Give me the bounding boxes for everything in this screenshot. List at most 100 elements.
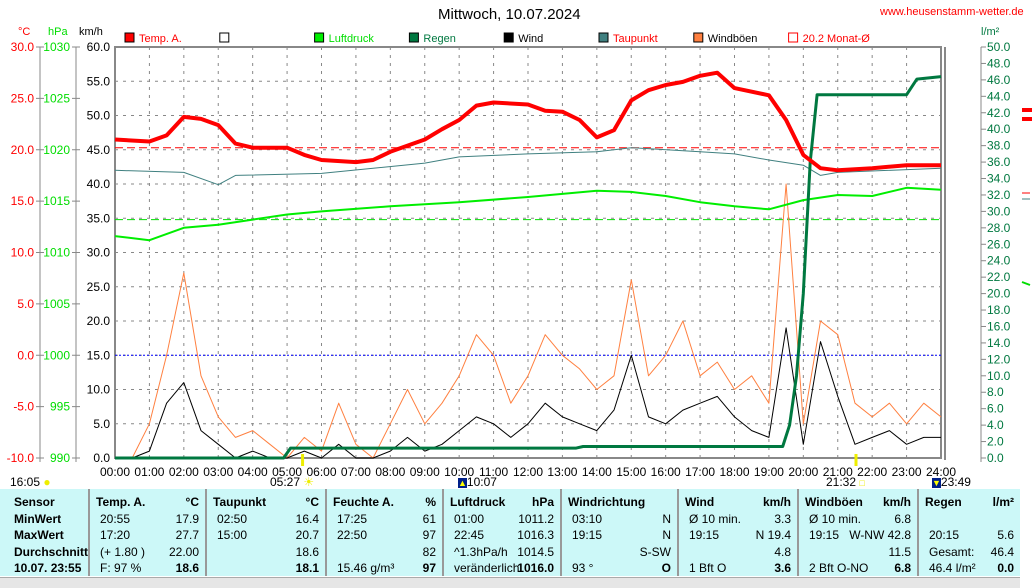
rain-tick-label: 6.0 [987,402,1004,416]
cell-label: 15:00 [217,528,248,542]
moonrise-label: 10:07 [466,475,497,489]
rain-tick-label: 18.0 [987,303,1011,317]
status-bar [0,577,1020,588]
rain-tick-label: 46.0 [987,73,1011,87]
rain-tick-label: 34.0 [987,172,1011,186]
time-tick-label: 00:00 [100,465,130,479]
cell-label: 93 ° [572,561,594,575]
rain-tick-label: 4.0 [987,418,1004,432]
legend-label: Taupunkt [613,33,658,45]
temp-tick-label: 5.0 [17,297,34,311]
sunrise-label: 05:27 [270,475,301,489]
column-header: Windrichtung [568,495,646,509]
series-wind-line [115,327,941,459]
legend-swatch [219,32,230,43]
cell-value: 97 [422,561,436,575]
rain-tick-label: 26.0 [987,237,1011,251]
rain-tick-label: 30.0 [987,204,1011,218]
legend-swatch [693,32,704,43]
cell-label: (+ 1.80 ) [100,544,146,559]
cell-value: 18.6 [295,544,319,559]
column-header: Temp. A. [96,495,146,509]
time-tick-label: 10:00 [444,465,474,479]
time-tick-label: 01:00 [134,465,164,479]
cell-value: N 19.4 [755,528,791,542]
cell-value: 22.00 [168,544,199,559]
cell-label: Durchschnitt [14,544,89,559]
cell-value: 6.8 [894,511,911,526]
column-unit: °C [185,495,199,509]
moonset-icon: ▼ [932,478,941,488]
table-column: Windrichtung 03:10 N 19:15 N S-SW 93 ° O [560,489,679,576]
cell-value: 17.9 [175,511,199,526]
cell-value: 1016.3 [517,528,554,542]
legend-swatch [788,32,799,43]
wind-tick-label: 10.0 [87,383,111,397]
wind-tick-label: 25.0 [87,280,111,294]
time-tick-label: 05:00 [272,465,302,479]
legend-label: 20.2 Monat-Ø [803,33,871,45]
moonset2-time: ▼23:49 [932,475,971,489]
legend-label: Luftdruck [329,33,375,45]
sun-icon: ☀ [303,475,315,489]
temp-tick-label: -10.0 [7,451,35,465]
wind-unit: km/h [79,26,103,38]
pressure-marker [1021,281,1031,286]
cell-value: 3.3 [774,511,791,526]
cell-value: 16.4 [295,511,319,526]
cell-label: Ø 10 min. [809,511,862,526]
time-tick-label: 12:00 [513,465,543,479]
moonset2-label: 23:49 [940,475,971,489]
cell-value: 0.0 [997,561,1014,575]
time-tick-label: 11:00 [479,465,508,479]
pressure-tick-label: 1000 [43,348,70,362]
time-tick-label: 03:00 [203,465,233,479]
cell-value: N [662,528,671,542]
website-link[interactable]: www.heusenstamm-wetter.de [880,6,1024,18]
cell-value: W-NW 42.8 [849,528,911,542]
cell-label: 01:00 [454,511,485,526]
rain-tick-label: 2.0 [987,435,1004,449]
stats-table: Sensor MinWert MaxWert Durchschnitt 10.07. 2… [0,489,1020,576]
temp-unit: °C [18,26,31,38]
cell-value: 18.6 [175,561,199,575]
column-header: Feuchte A. [333,495,394,509]
temp-tick-label: 25.0 [11,91,35,105]
legend-label: Regen [423,33,455,45]
time-tick-label: 08:00 [375,465,405,479]
cell-value: 1016.0 [517,561,554,575]
pressure-tick-label: 1020 [43,143,70,157]
rain-tick-label: 22.0 [987,270,1011,284]
pressure-tick-label: 990 [50,451,70,465]
plot-frame [114,46,942,459]
time-tick-label: 20:00 [788,465,818,479]
cell-value: 61 [422,511,436,526]
temp-tick-label: 30.0 [11,40,35,54]
cell-value: 5.6 [997,528,1014,542]
cell-label: F: 97 % [100,561,142,575]
time-tick-label: 04:00 [238,465,268,479]
sunset-time: 21:32 □ [826,475,865,489]
cell-value: 27.7 [175,528,199,542]
time-tick-label: 23:00 [892,465,922,479]
table-column: Feuchte A.% 17:25 61 22:50 97 82 15.46 g/m³ 97 [325,489,444,576]
temp-tick-label: 20.0 [11,143,35,157]
time-tick-label: 18:00 [719,465,749,479]
cell-label: 22:45 [454,528,485,542]
cell-label: 02:50 [217,511,248,526]
cell-label: veränderlich [454,561,520,575]
column-header: Wind [685,495,715,509]
cell-value: S-SW [639,544,671,559]
cell-label: Gesamt: [929,544,975,559]
time-tick-label: 17:00 [685,465,715,479]
cell-label: 19:15 [809,528,840,542]
time-tick-label: 06:00 [306,465,336,479]
rain-tick-label: 50.0 [987,40,1011,54]
cell-label: 17:20 [100,528,131,542]
cell-label: 20:55 [100,511,131,526]
time-tick-label: 15:00 [616,465,646,479]
pressure-tick-label: 1010 [43,246,70,260]
column-header: Regen [925,495,962,509]
wind-tick-label: 60.0 [87,40,111,54]
table-column: Taupunkt °C 02:50 16.4 15:00 20.7 18.6 18.1 [205,489,327,576]
